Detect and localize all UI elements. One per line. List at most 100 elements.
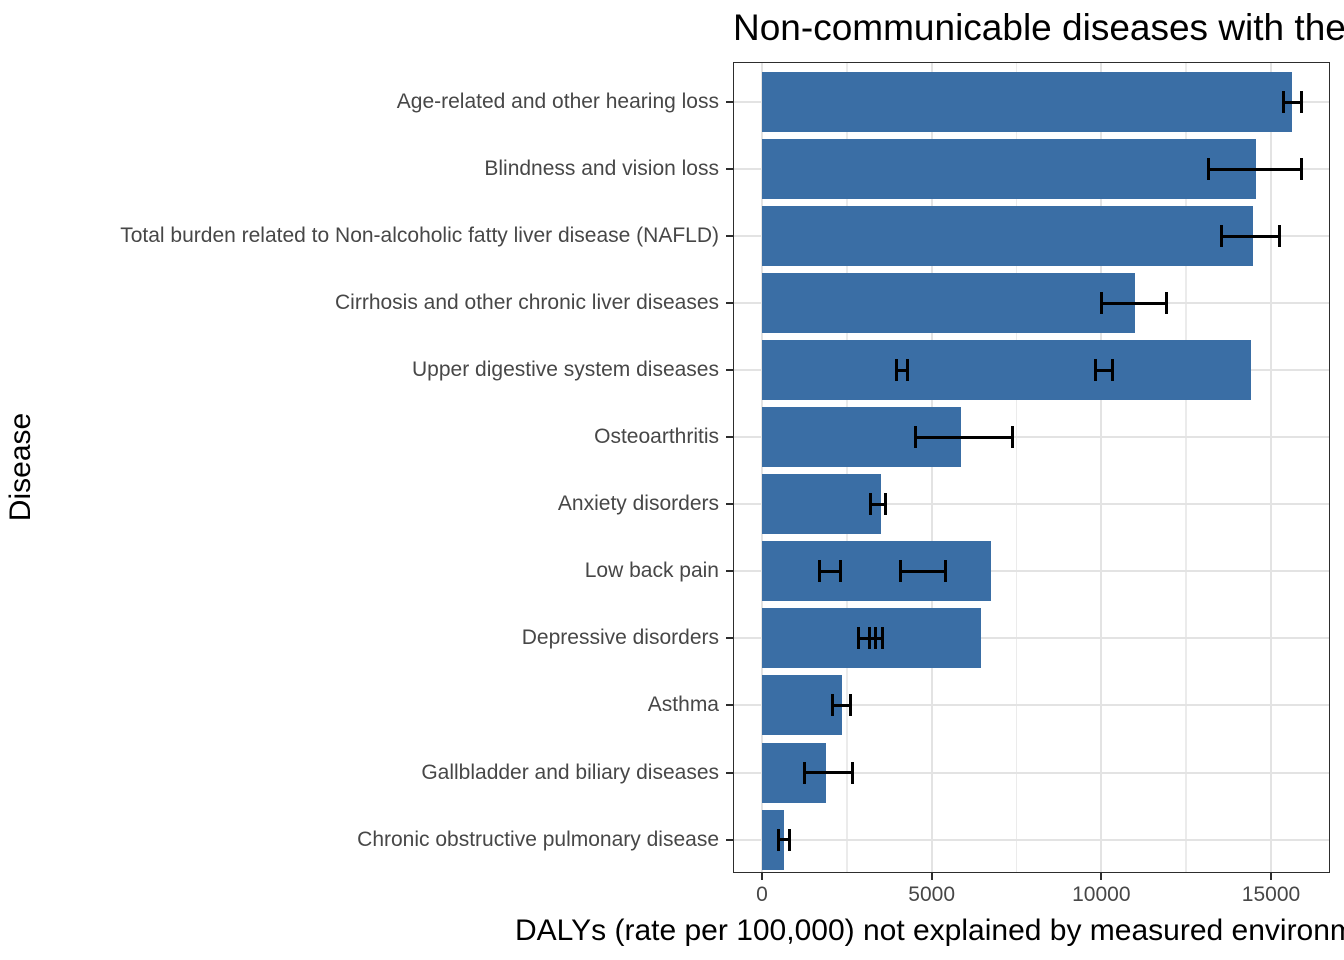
error-bar-line xyxy=(819,569,841,573)
error-bar-line xyxy=(832,703,851,707)
error-bar-cap-left xyxy=(1219,225,1223,248)
error-bar-line xyxy=(1208,167,1302,171)
error-bar-line xyxy=(1101,301,1167,305)
row-gridline xyxy=(733,838,1330,841)
bar xyxy=(762,340,1251,401)
y-tick-label: Low back pain xyxy=(584,559,719,583)
error-bar-cap-left xyxy=(894,359,898,382)
error-bar-line xyxy=(1283,100,1302,104)
chart-title: Non-communicable diseases with the g xyxy=(733,7,1344,48)
error-bar-cap-left xyxy=(803,761,807,784)
error-bar-cap-left xyxy=(776,828,780,851)
y-tick-mark xyxy=(726,637,733,640)
error-bar-cap-right xyxy=(943,560,947,583)
error-bar-line xyxy=(778,838,790,842)
error-bar-cap-left xyxy=(818,560,822,583)
y-tick-mark xyxy=(726,235,733,238)
y-tick-label: Upper digestive system diseases xyxy=(412,358,719,382)
y-tick-label: Depressive disorders xyxy=(521,626,719,650)
error-bar-line xyxy=(1221,234,1280,238)
y-tick-label: Cirrhosis and other chronic liver diseas… xyxy=(335,291,719,315)
error-bar-cap-right xyxy=(1110,359,1114,382)
bar xyxy=(762,273,1136,334)
error-bar-cap-right xyxy=(906,359,910,382)
y-tick-mark xyxy=(726,168,733,171)
major-gridline xyxy=(1100,62,1103,873)
error-bar-cap-left xyxy=(1206,158,1210,181)
y-tick-mark xyxy=(726,302,733,305)
row-gridline xyxy=(733,570,1330,573)
y-tick-label: Anxiety disorders xyxy=(557,492,719,516)
minor-gridline xyxy=(1185,62,1187,873)
x-tick-mark xyxy=(761,873,763,880)
x-tick-mark xyxy=(1270,873,1272,880)
bar xyxy=(762,675,842,736)
y-tick-label: Asthma xyxy=(647,693,719,717)
error-bar-cap-left xyxy=(1282,91,1286,113)
error-bar-line xyxy=(896,368,908,372)
row-gridline xyxy=(733,637,1330,640)
row-gridline xyxy=(733,503,1330,506)
error-bar-cap-left xyxy=(869,493,873,516)
y-tick-label: Age-related and other hearing loss xyxy=(396,90,719,113)
x-tick-mark xyxy=(930,873,933,880)
error-bar-cap-left xyxy=(856,627,860,650)
error-bar-cap-left xyxy=(1099,292,1103,315)
y-tick-mark xyxy=(726,838,733,841)
y-tick-label: Osteoarthritis xyxy=(594,425,719,449)
x-tick-label: 10000 xyxy=(1072,883,1131,906)
bar xyxy=(762,139,1256,200)
y-tick-mark xyxy=(726,503,733,506)
x-tick-label: 0 xyxy=(756,883,768,906)
bar xyxy=(762,206,1253,267)
x-axis-title: DALYs (rate per 100,000) not explained b… xyxy=(515,914,1344,947)
error-bar-cap-left xyxy=(868,627,872,650)
major-gridline xyxy=(930,62,933,873)
error-bar-line xyxy=(804,771,853,774)
error-bar-line xyxy=(869,636,883,640)
error-bar-cap-right xyxy=(1300,158,1304,181)
error-bar-cap-right xyxy=(851,761,855,784)
error-bar-line xyxy=(858,636,876,640)
error-bar-cap-left xyxy=(914,426,918,449)
bar xyxy=(762,72,1293,132)
y-tick-mark xyxy=(726,101,733,103)
error-bar-cap-right xyxy=(884,493,888,516)
error-bar-cap-right xyxy=(1277,225,1281,248)
y-tick-label: Blindness and vision loss xyxy=(484,157,719,181)
error-bar-cap-left xyxy=(831,694,835,717)
error-bar-cap-right xyxy=(838,560,842,583)
row-gridline xyxy=(733,771,1330,774)
error-bar-cap-right xyxy=(788,828,792,851)
bar xyxy=(762,809,785,870)
y-tick-mark xyxy=(726,436,733,439)
y-tick-mark xyxy=(726,771,733,774)
error-bar-cap-right xyxy=(1164,292,1168,315)
row-gridline xyxy=(733,704,1330,707)
minor-gridline xyxy=(1015,62,1018,873)
error-bar-cap-left xyxy=(899,560,903,583)
y-tick-mark xyxy=(726,570,733,573)
minor-gridline xyxy=(846,62,848,873)
y-tick-label: Gallbladder and biliary diseases xyxy=(421,760,719,784)
error-bar-cap-right xyxy=(849,694,853,717)
error-bar-line xyxy=(1095,368,1113,372)
y-tick-mark xyxy=(726,704,733,707)
error-bar-cap-right xyxy=(881,627,885,650)
error-bar-line xyxy=(870,502,886,506)
x-tick-label: 15000 xyxy=(1241,883,1301,906)
major-gridline xyxy=(761,62,763,873)
x-tick-label: 5000 xyxy=(908,883,956,906)
row-gridline xyxy=(733,436,1330,439)
y-tick-label: Chronic obstructive pulmonary disease xyxy=(357,827,719,851)
error-bar-line xyxy=(900,569,946,573)
y-tick-label: Total burden related to Non-alcoholic fa… xyxy=(120,224,719,248)
plot-panel xyxy=(733,62,1330,873)
major-gridline xyxy=(1270,62,1272,873)
x-tick-mark xyxy=(1100,873,1103,880)
bar xyxy=(762,541,992,602)
error-bar-line xyxy=(915,435,1013,439)
error-bar-cap-left xyxy=(1093,359,1097,382)
error-bar-cap-right xyxy=(1010,426,1014,449)
